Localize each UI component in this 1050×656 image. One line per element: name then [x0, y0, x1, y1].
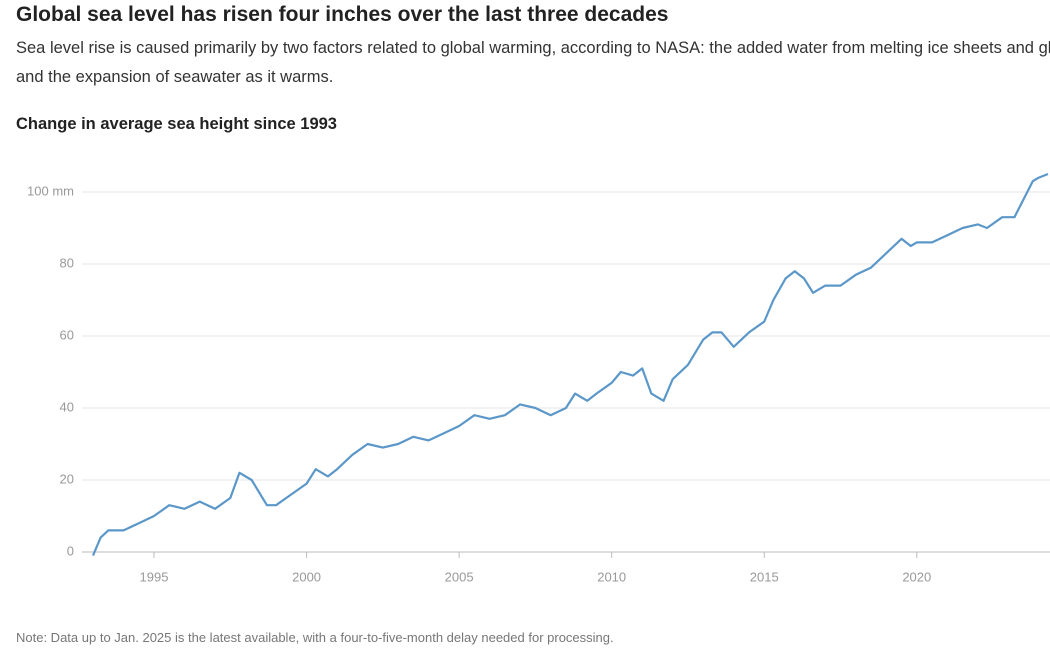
y-tick-label: 40	[60, 399, 74, 414]
y-tick-label: 80	[60, 255, 74, 270]
y-tick-label: 20	[60, 471, 74, 486]
headline: Global sea level has risen four inches o…	[16, 3, 669, 26]
line	[91, 172, 1049, 557]
x-tick-label: 2015	[750, 569, 779, 584]
x-tick-label: 2020	[902, 569, 931, 584]
x-tick-label: 2005	[445, 569, 474, 584]
x-tick-label: 2000	[292, 569, 321, 584]
note: Note: Data up to Jan. 2025 is the latest…	[16, 630, 614, 645]
y-tick-label: 100 mm	[27, 183, 74, 198]
x-tick-label: 2010	[597, 569, 626, 584]
subtitle: Sea level rise is caused primarily by tw…	[16, 39, 1050, 86]
x-tick-label: 1995	[140, 569, 169, 584]
chart-title: Change in average sea height since 1993	[16, 115, 337, 133]
chart: 0 20 40 60 80 100 mm 1995 2000 2005 2010 2015 2020	[27, 172, 1050, 584]
y-tick-label: 60	[60, 327, 74, 342]
y-tick-label: 0	[67, 543, 74, 558]
